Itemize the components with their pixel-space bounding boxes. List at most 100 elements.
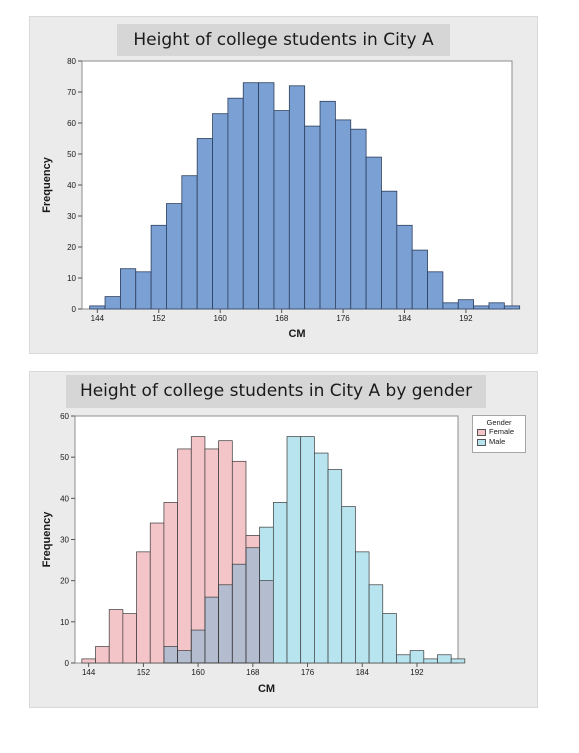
legend-label: Female bbox=[489, 427, 515, 437]
bar-male bbox=[396, 654, 411, 663]
y-tick-label: 80 bbox=[67, 57, 76, 66]
bar-female bbox=[191, 436, 205, 631]
bar-female bbox=[177, 448, 192, 651]
histogram-bar bbox=[242, 82, 260, 310]
bar-female bbox=[218, 440, 233, 585]
bar-female bbox=[81, 658, 96, 663]
bar-overlap bbox=[204, 597, 219, 663]
bar-female bbox=[163, 502, 178, 647]
y-tick-label: 60 bbox=[60, 412, 69, 421]
bar-female bbox=[109, 609, 123, 663]
bar-male bbox=[369, 584, 383, 663]
bar-female bbox=[95, 646, 110, 663]
bar-male bbox=[273, 502, 288, 663]
bar-male bbox=[287, 436, 301, 663]
y-axis-label: Frequency bbox=[41, 156, 53, 213]
x-tick-label: 152 bbox=[137, 668, 151, 677]
x-tick-label: 160 bbox=[214, 314, 228, 323]
bar-male bbox=[259, 527, 274, 581]
histogram-panel-gender: Height of college students in City A by … bbox=[29, 371, 538, 708]
histogram-bar bbox=[89, 305, 106, 310]
bar-overlap bbox=[191, 630, 205, 663]
histogram-bar bbox=[442, 302, 459, 310]
histogram-bar bbox=[119, 268, 137, 310]
bar-overlap bbox=[232, 564, 246, 663]
histogram-bar bbox=[381, 190, 398, 310]
histogram-bar bbox=[304, 125, 321, 310]
histogram-bar bbox=[319, 100, 336, 310]
legend-swatch-male bbox=[477, 438, 486, 446]
bar-male bbox=[328, 469, 342, 663]
bar-male bbox=[437, 654, 452, 663]
bar-male bbox=[382, 613, 397, 663]
x-tick-label: 192 bbox=[459, 314, 473, 323]
histogram-bar bbox=[350, 128, 367, 310]
histogram-panel-overall: Height of college students in City A 0 10… bbox=[29, 16, 538, 354]
y-tick-label: 40 bbox=[67, 181, 76, 190]
chart-title: Height of college students in City A bbox=[117, 24, 450, 56]
x-tick-label: 176 bbox=[301, 668, 315, 677]
x-tick-label: 168 bbox=[246, 668, 260, 677]
chart-title: Height of college students in City A by … bbox=[66, 375, 486, 408]
y-axis-label: Frequency bbox=[41, 511, 53, 568]
x-tick-label: 176 bbox=[336, 314, 350, 323]
bar-female bbox=[232, 461, 246, 565]
y-tick-label: 20 bbox=[67, 243, 76, 252]
x-tick-label: 144 bbox=[91, 314, 105, 323]
y-tick-label: 20 bbox=[60, 577, 69, 586]
bar-male-outline bbox=[382, 613, 397, 664]
y-tick-label: 10 bbox=[67, 274, 76, 283]
bar-male bbox=[451, 658, 465, 663]
histogram-bar bbox=[488, 302, 505, 310]
x-axis-label: CM bbox=[288, 328, 305, 340]
histogram-bar bbox=[258, 82, 275, 310]
histogram-bar bbox=[196, 138, 213, 310]
histogram-bar bbox=[396, 224, 413, 310]
bar-male bbox=[410, 650, 424, 663]
bar-overlap bbox=[218, 584, 233, 663]
histogram-bar bbox=[104, 296, 121, 310]
y-tick-label: 70 bbox=[67, 88, 76, 97]
histogram-bar bbox=[181, 175, 198, 310]
legend: Gender Female Male bbox=[472, 415, 526, 453]
bar-male bbox=[423, 658, 438, 663]
y-tick-label: 30 bbox=[67, 212, 76, 221]
x-tick-label: 184 bbox=[398, 314, 412, 323]
y-tick-label: 50 bbox=[67, 150, 76, 159]
y-tick-label: 0 bbox=[65, 659, 70, 668]
legend-label: Male bbox=[489, 437, 506, 447]
bar-male bbox=[314, 453, 329, 663]
bar-overlap bbox=[245, 547, 260, 663]
bar-male-outline bbox=[450, 658, 466, 664]
histogram-bar bbox=[288, 85, 306, 310]
bar-male bbox=[355, 551, 370, 663]
y-tick-label: 10 bbox=[60, 618, 69, 627]
y-tick-label: 40 bbox=[60, 494, 69, 503]
histogram-overall: 0 10 20 30 40 50 60 70 80 144 152 160 168 176 184 192 CM… bbox=[41, 57, 521, 340]
x-tick-label: 192 bbox=[410, 668, 424, 677]
bar-overlap bbox=[163, 646, 178, 663]
y-tick-label: 60 bbox=[67, 119, 76, 128]
histogram-bar bbox=[150, 224, 167, 310]
bar-female bbox=[122, 613, 137, 663]
bar-male bbox=[300, 436, 315, 663]
bar-overlap bbox=[259, 580, 274, 663]
histogram-by-gender: 0 10 20 30 40 50 60 144 152 160 168 176 184 192 CM Freq… bbox=[41, 412, 466, 695]
legend-title: Gender bbox=[486, 418, 512, 427]
bar-female bbox=[204, 448, 219, 598]
x-tick-label: 144 bbox=[82, 668, 96, 677]
legend-item-female: Female bbox=[477, 427, 514, 437]
x-axis-label: CM bbox=[258, 683, 275, 695]
legend-swatch-female bbox=[477, 428, 486, 436]
y-tick-label: 50 bbox=[60, 453, 69, 462]
bar-overlap bbox=[177, 650, 192, 663]
histogram-bar bbox=[166, 203, 183, 310]
bar-male bbox=[341, 506, 356, 663]
histogram-bar bbox=[135, 271, 152, 310]
histogram-bar bbox=[273, 110, 290, 310]
histogram-bar bbox=[457, 299, 475, 310]
histogram-bar bbox=[227, 97, 244, 310]
histogram-bar bbox=[411, 249, 428, 310]
y-tick-label: 30 bbox=[60, 536, 69, 545]
histogram-bar bbox=[427, 271, 444, 310]
